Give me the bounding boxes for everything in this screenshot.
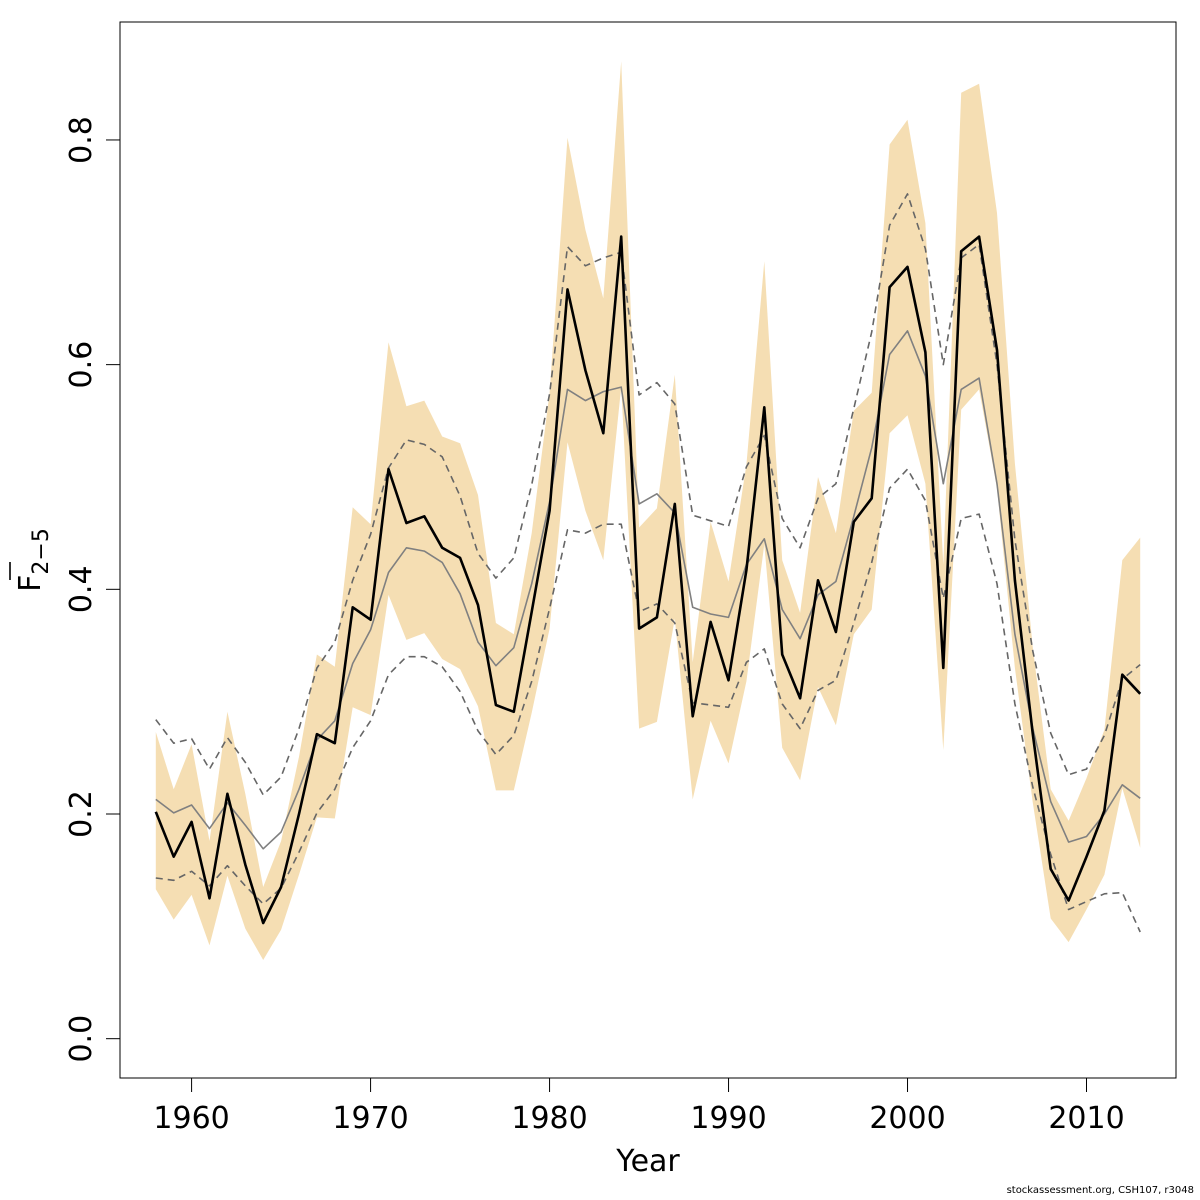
y-axis-title-main: F	[13, 575, 48, 592]
x-tick-label: 1980	[511, 1101, 587, 1136]
footer-credit: stockassessment.org, CSH107, r3048	[1006, 1185, 1194, 1196]
x-tick-label: 1960	[153, 1101, 229, 1136]
x-tick-label: 2010	[1048, 1101, 1124, 1136]
x-axis: 1960 1970 1980 1990 2000 2010	[153, 1077, 1125, 1136]
x-tick-label: 1990	[690, 1101, 766, 1136]
y-axis-title: F2−5	[9, 528, 54, 592]
x-axis-title: Year	[615, 1144, 680, 1179]
x-tick-label: 1970	[332, 1101, 408, 1136]
confidence-band	[155, 61, 1141, 961]
x-tick-label: 2000	[869, 1101, 945, 1136]
svg-text:F2−5: F2−5	[13, 528, 54, 592]
y-tick-label: 0.8	[64, 116, 99, 164]
y-tick-label: 0.0	[64, 1015, 99, 1063]
y-tick-label: 0.6	[64, 341, 99, 389]
series-line-dashed-lower	[155, 468, 1141, 933]
y-tick-label: 0.4	[64, 565, 99, 613]
y-axis-title-subscript: 2−5	[29, 528, 54, 574]
series-line-solid-black	[154, 235, 1142, 925]
y-axis: 0.0 0.2 0.4 0.6 0.8	[64, 116, 121, 1063]
series-line-dashed-upper	[155, 193, 1141, 796]
y-tick-label: 0.2	[64, 790, 99, 838]
confidence-band-layer	[155, 61, 1141, 961]
series-line-layer	[154, 193, 1142, 933]
